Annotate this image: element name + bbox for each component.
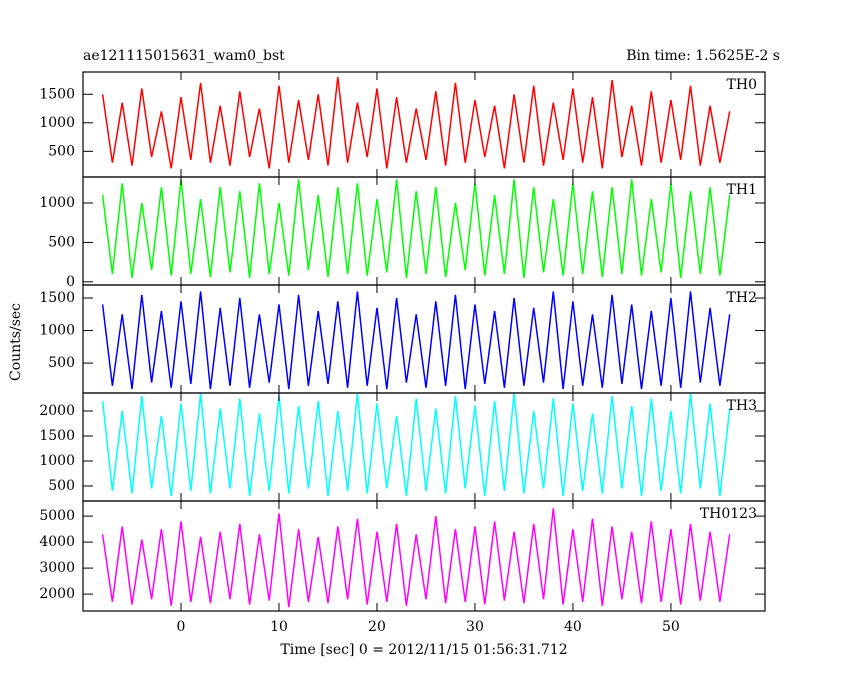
x-tick-label: 10	[270, 619, 288, 635]
panel-label: TH0	[727, 77, 757, 93]
x-tick-label: 0	[177, 619, 186, 635]
data-line	[101, 179, 731, 278]
y-tick-label: 1500	[39, 428, 75, 444]
x-tick-label: 50	[662, 619, 680, 635]
y-tick-label: 1000	[39, 323, 75, 339]
data-line	[101, 77, 731, 169]
x-axis-label: Time [sec] 0 = 2012/11/15 01:56:31.712	[280, 642, 567, 658]
x-tick-label: 30	[466, 619, 484, 635]
y-tick-label: 2000	[39, 586, 75, 602]
y-tick-label: 500	[48, 143, 75, 159]
y-tick-label: 1000	[39, 453, 75, 469]
panel-label: TH1	[727, 182, 757, 198]
y-tick-label: 3000	[39, 560, 75, 576]
y-tick-label: 4000	[39, 534, 75, 550]
y-axis-label: Counts/sec	[8, 303, 24, 381]
y-tick-label: 1500	[39, 290, 75, 306]
panel-label: TH2	[727, 290, 757, 306]
y-tick-label: 500	[48, 355, 75, 371]
panel-label: TH3	[727, 398, 757, 414]
chart-subtitle: Bin time: 1.5625E-2 s	[626, 48, 780, 64]
data-line	[101, 508, 731, 608]
data-line	[101, 291, 731, 390]
chart-title: ae121115015631_wam0_bst	[83, 48, 285, 64]
y-tick-label: 1000	[39, 115, 75, 131]
y-tick-label: 2000	[39, 403, 75, 419]
y-tick-label: 500	[48, 478, 75, 494]
y-tick-label: 1500	[39, 86, 75, 102]
x-tick-label: 20	[368, 619, 386, 635]
panel-frame	[82, 176, 766, 286]
y-tick-label: 1000	[39, 195, 75, 211]
y-tick-label: 5000	[39, 508, 75, 524]
x-tick-label: 40	[564, 619, 582, 635]
panel-label: TH0123	[700, 506, 757, 522]
y-tick-label: 0	[66, 274, 75, 290]
panel-frame	[82, 500, 766, 612]
y-tick-label: 500	[48, 234, 75, 250]
data-line	[101, 393, 731, 497]
